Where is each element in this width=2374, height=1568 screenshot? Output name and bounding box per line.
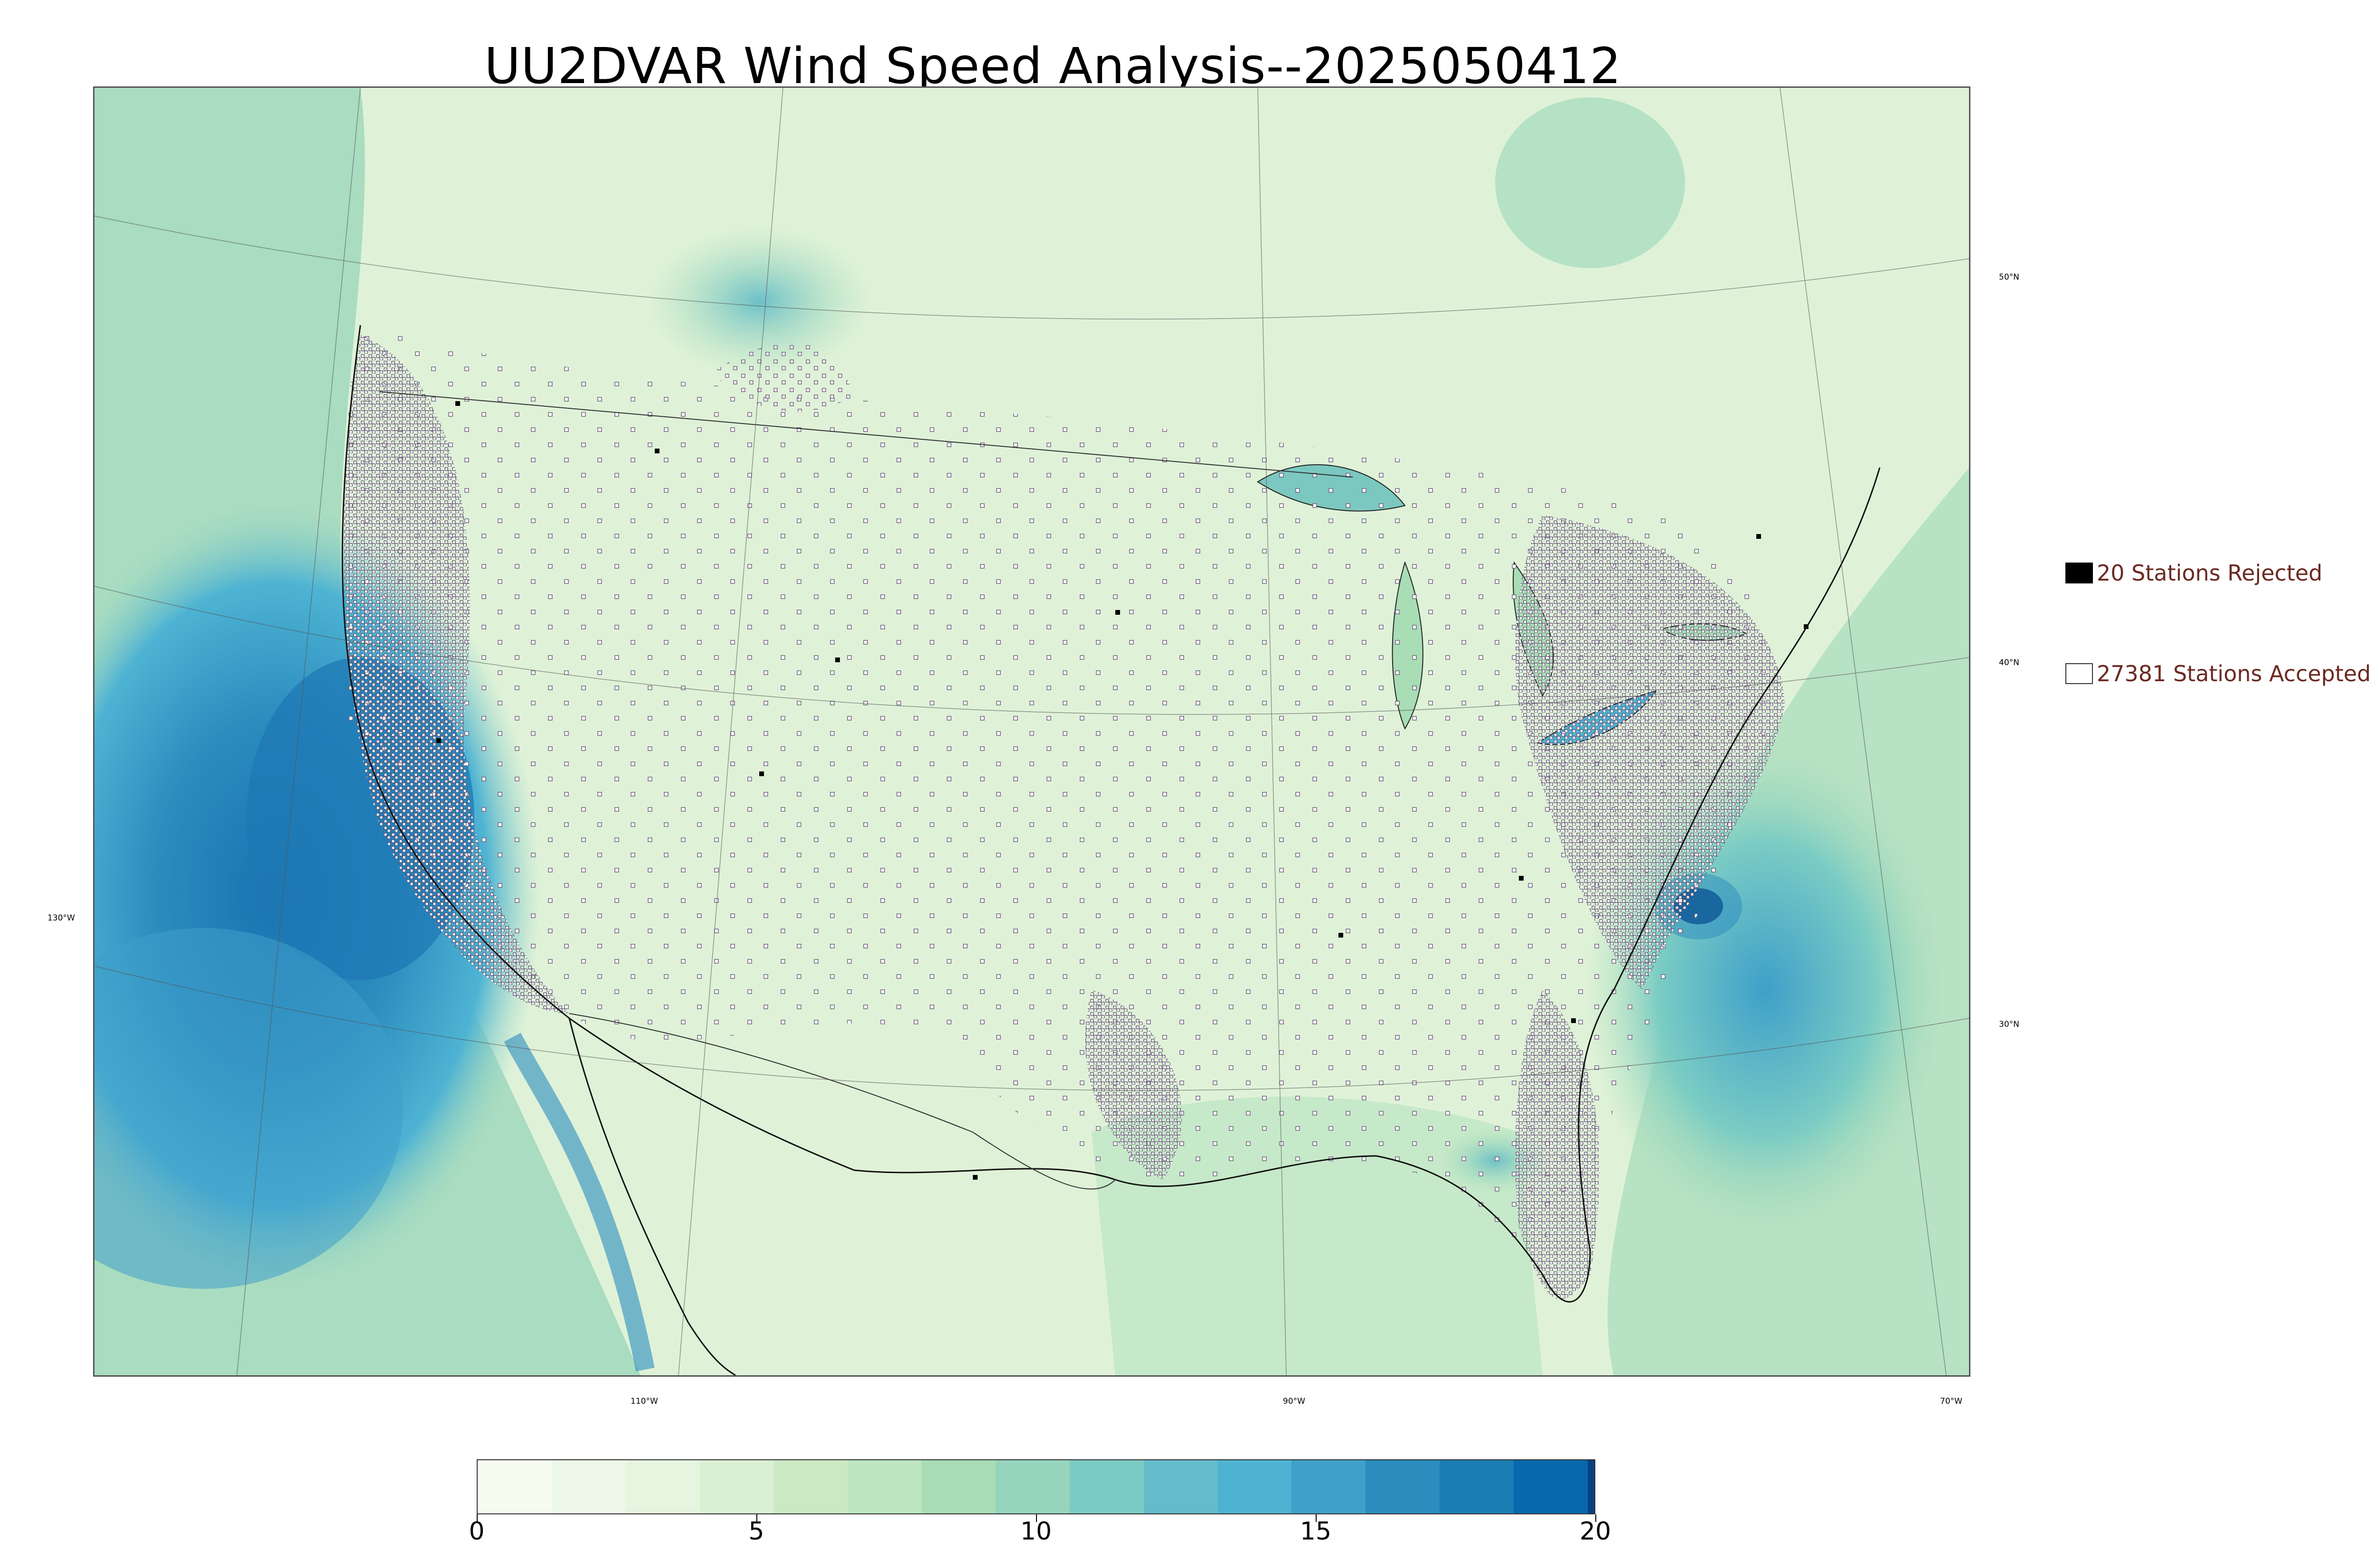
lon-label-70w: 70°W [1940,1397,1962,1406]
lon-label-130w: 130°W [47,913,75,923]
northern-rockies-wind-area [645,225,873,377]
colorbar-segment [551,1460,626,1513]
us-coastline [341,325,1881,1303]
hudson-bay-field [1495,97,1685,268]
colorbar-tick-label: 20 [1579,1517,1611,1546]
baja-wind-streak [504,1033,655,1371]
accepted-station-swatch [2065,663,2093,684]
colorbar-segment [1217,1460,1292,1513]
rejected-stations-label: 20 Stations Rejected [2097,560,2323,586]
colorbar-segment [996,1460,1070,1513]
accepted-stations-northeast [1515,515,1785,990]
colorbar-segment [478,1460,552,1513]
colorbar-tick [1316,1514,1317,1522]
graticule [94,88,1969,1375]
colorbar-segment [1440,1460,1514,1513]
map-title: UU2DVAR Wind Speed Analysis--2025050412 [484,37,1622,95]
colorbar-segment [1587,1460,1594,1513]
lon-label-110w: 110°W [631,1397,658,1406]
colorbar-segment [848,1460,922,1513]
colorbar-tick [477,1514,478,1522]
colorbar-tick [1036,1514,1037,1522]
legend-rejected: 20 Stations Rejected [2065,560,2322,586]
accepted-stations-texas [1085,990,1182,1180]
colorbar-segment [922,1460,996,1513]
accepted-stations-florida [1515,990,1600,1300]
colorbar-tick [1595,1514,1596,1522]
colorbar-segment [1143,1460,1218,1513]
legend-accepted: 27381 Stations Accepted [2065,661,2371,686]
colorbar-tick-label: 15 [1300,1517,1332,1546]
rejected-station-swatch [2065,563,2093,583]
lat-label-30n: 30°N [1999,1020,2019,1029]
colorbar-segment [1069,1460,1144,1513]
wind-speed-map[interactable] [94,88,1969,1375]
colorbar-segment [625,1460,700,1513]
mexico-border [569,1013,1116,1190]
colorbar-segment [699,1460,774,1513]
accepted-stations-west-coast [344,335,569,1014]
accepted-stations-sparse [338,325,1775,1249]
wind-speed-colorbar [477,1459,1595,1514]
accepted-stations-northern-rockies [712,342,854,412]
colorbar-tick [756,1514,757,1522]
map-panel[interactable] [93,86,1970,1377]
colorbar-tick-label: 0 [469,1517,485,1546]
lat-label-40n: 40°N [1999,658,2019,667]
colorbar-segment [773,1460,848,1513]
pacific-southern-wind-area [94,928,403,1289]
lon-label-90w: 90°W [1283,1397,1305,1406]
colorbar-segment [1291,1460,1366,1513]
colorbar-segment [1366,1460,1440,1513]
colorbar-segment [1514,1460,1588,1513]
lat-label-50n: 50°N [1999,272,2019,282]
colorbar-tick-label: 10 [1020,1517,1052,1546]
colorbar-tick-label: 5 [748,1517,764,1546]
baja-coastline [568,1018,736,1375]
accepted-stations-label: 27381 Stations Accepted [2097,661,2371,686]
